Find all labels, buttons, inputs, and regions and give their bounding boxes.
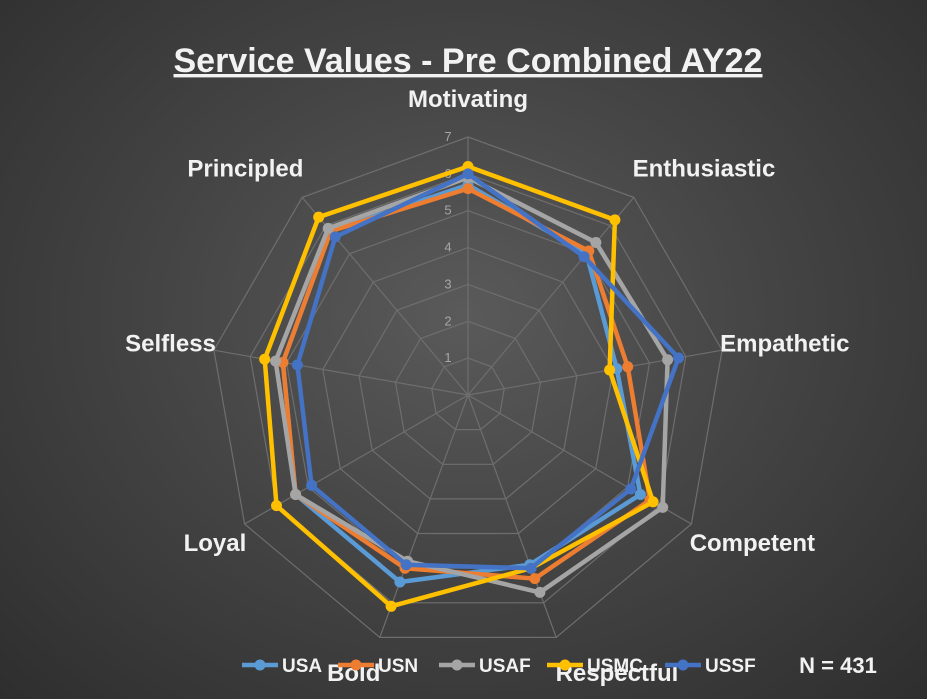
legend-swatch-marker [451, 659, 463, 671]
legend-item-usmc: USMC [547, 656, 643, 677]
tick-label: 3 [444, 276, 451, 291]
data-point [306, 479, 318, 491]
legend-swatch-marker [350, 659, 362, 671]
tick-label: 5 [444, 203, 451, 218]
legend: USA USN USAF USMC USSF [242, 656, 756, 677]
legend-swatch-marker [254, 659, 266, 671]
series-line [280, 186, 653, 581]
legend-item-usn: USN [338, 656, 418, 677]
series-line [262, 164, 656, 609]
data-point [313, 211, 325, 223]
axis-label-principled: Principled [187, 155, 303, 182]
data-point [290, 489, 302, 500]
data-point [534, 586, 546, 598]
grid-spoke [467, 349, 723, 396]
axis-label-selfless: Selfless [125, 331, 216, 358]
data-point [625, 483, 637, 495]
data-point [259, 353, 271, 365]
tick-label: 2 [444, 313, 451, 328]
grid-spoke [467, 394, 557, 638]
grid-ring [322, 246, 614, 535]
axis-label-loyal: Loyal [184, 530, 247, 557]
axis-label-motivating: Motivating [408, 86, 528, 113]
grid-spoke [244, 394, 469, 525]
legend-label: USAF [479, 656, 531, 677]
grid-spoke [379, 394, 469, 638]
data-point [634, 489, 646, 500]
data-point [462, 168, 474, 180]
legend-item-usa: USA [242, 656, 322, 677]
tick-label: 1 [444, 350, 451, 365]
grid-spoke [467, 197, 635, 396]
grid-spoke [213, 349, 469, 396]
legend-label: USN [378, 656, 418, 677]
data-point [271, 500, 282, 512]
data-point [529, 573, 541, 585]
axis-label-competent: Competent [690, 530, 815, 557]
series-layer [259, 161, 684, 612]
data-point [400, 559, 412, 571]
data-point [322, 222, 334, 234]
data-point [662, 354, 674, 366]
series-line [273, 175, 670, 595]
grid-ring [431, 357, 505, 431]
axis-label-empathetic: Empathetic [720, 331, 849, 358]
grid-ring [213, 136, 723, 639]
series-line [295, 171, 681, 571]
data-point [578, 251, 590, 263]
axis-labels: Motivating Enthusiastic Empathetic Competen… [125, 86, 849, 687]
legend-swatch-marker [559, 659, 571, 671]
data-point [329, 231, 341, 243]
legend-label: USSF [705, 656, 756, 677]
legend-swatch-marker [677, 659, 689, 671]
axis-label-enthusiastic: Enthusiastic [633, 155, 776, 182]
data-point [385, 600, 397, 612]
legend-label: USA [282, 656, 322, 677]
data-point [590, 237, 602, 248]
series-ussf [291, 168, 684, 574]
sample-size-annotation: N = 431 [799, 653, 877, 678]
data-point [270, 355, 282, 367]
data-point [291, 359, 303, 371]
data-point [609, 214, 621, 226]
chart-title: Service Values - Pre Combined AY22 [174, 42, 763, 80]
series-usmc [259, 161, 659, 612]
data-point [525, 562, 537, 574]
data-point [604, 364, 616, 376]
data-point [657, 501, 669, 513]
tick-label: 7 [444, 129, 451, 144]
legend-item-ussf: USSF [665, 656, 756, 677]
data-point [394, 576, 406, 588]
legend-label: USMC [587, 656, 643, 677]
data-point [622, 361, 634, 373]
grid-ring [394, 320, 542, 465]
grid-ring [249, 173, 687, 604]
data-point [673, 352, 684, 364]
legend-item-usaf: USAF [439, 656, 531, 677]
data-point [647, 496, 659, 508]
tick-label: 4 [444, 240, 451, 255]
grid-ring [358, 283, 578, 500]
data-point [462, 183, 474, 195]
